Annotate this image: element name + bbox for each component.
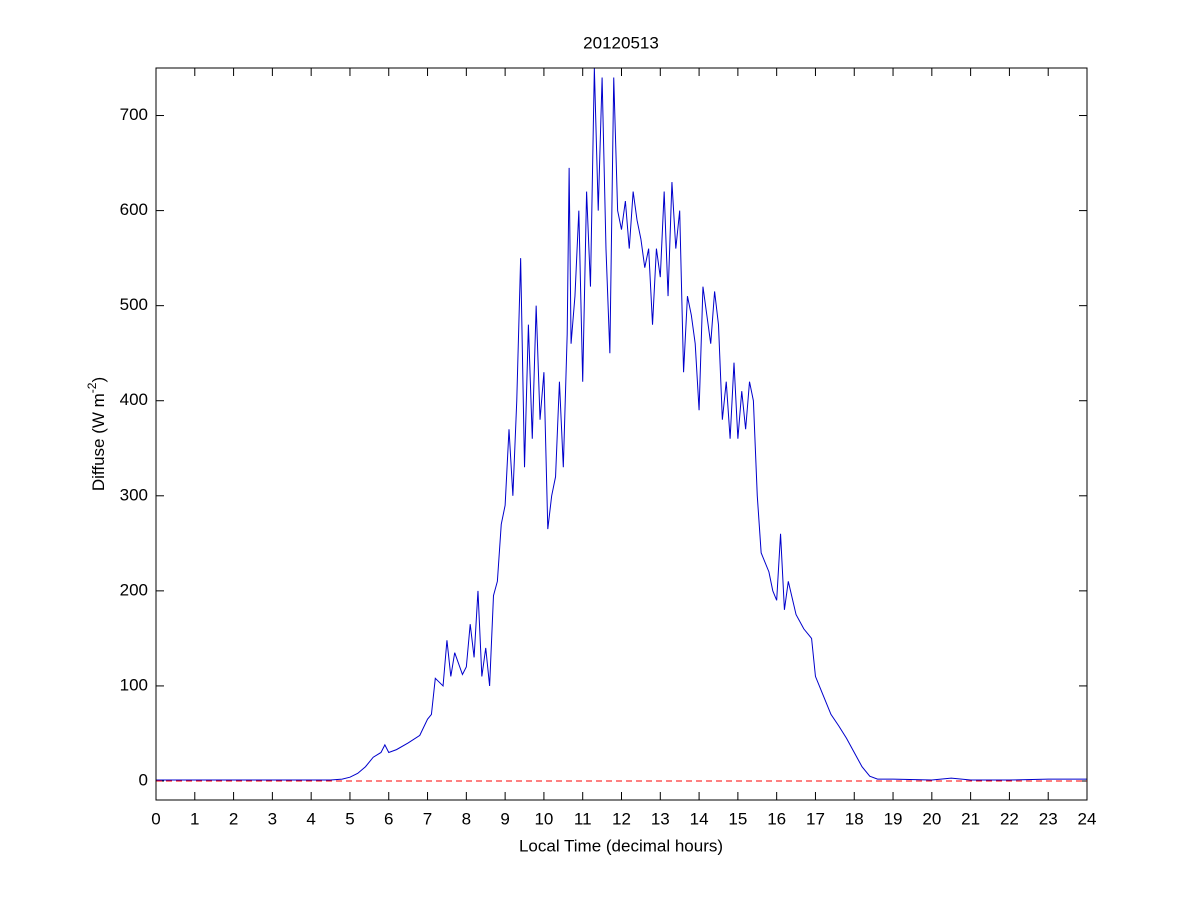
x-tick-label: 13 (651, 809, 670, 828)
x-tick-label: 9 (500, 809, 509, 828)
y-label-end: ) (89, 377, 108, 383)
x-tick-label: 7 (423, 809, 432, 828)
x-tick-label: 18 (845, 809, 864, 828)
chart-title: 20120513 (583, 33, 659, 52)
y-tick-label: 200 (120, 580, 148, 599)
x-tick-label: 4 (306, 809, 315, 828)
x-tick-label: 15 (728, 809, 747, 828)
x-tick-label: 21 (961, 809, 980, 828)
x-tick-label: 24 (1078, 809, 1097, 828)
y-tick-label: 400 (120, 390, 148, 409)
x-axis-label: Local Time (decimal hours) (519, 836, 723, 855)
x-tick-label: 17 (806, 809, 825, 828)
x-tick-label: 11 (574, 809, 592, 828)
x-tick-label: 3 (268, 809, 277, 828)
y-label-sup: -2 (85, 382, 99, 393)
x-tick-label: 6 (384, 809, 393, 828)
y-tick-label: 600 (120, 200, 148, 219)
x-tick-label: 1 (190, 809, 199, 828)
y-axis-label: Diffuse (W m-2) (85, 377, 108, 491)
y-tick-label: 100 (120, 675, 148, 694)
y-tick-label: 500 (120, 295, 148, 314)
x-tick-label: 16 (767, 809, 786, 828)
y-tick-label: 700 (120, 105, 148, 124)
x-tick-label: 14 (690, 809, 709, 828)
x-tick-label: 5 (345, 809, 354, 828)
x-tick-label: 10 (534, 809, 553, 828)
y-tick-label: 0 (139, 770, 148, 789)
x-tick-label: 12 (612, 809, 631, 828)
x-tick-label: 23 (1039, 809, 1058, 828)
x-tick-label: 0 (151, 809, 160, 828)
x-tick-label: 19 (884, 809, 903, 828)
x-tick-label: 2 (229, 809, 238, 828)
x-tick-label: 22 (1000, 809, 1019, 828)
y-tick-label: 300 (120, 485, 148, 504)
x-tick-label: 20 (922, 809, 941, 828)
data-line (156, 67, 1087, 781)
plot-frame (155, 67, 1088, 801)
x-tick-label: 8 (462, 809, 471, 828)
y-label-main: Diffuse (W m (89, 393, 108, 491)
